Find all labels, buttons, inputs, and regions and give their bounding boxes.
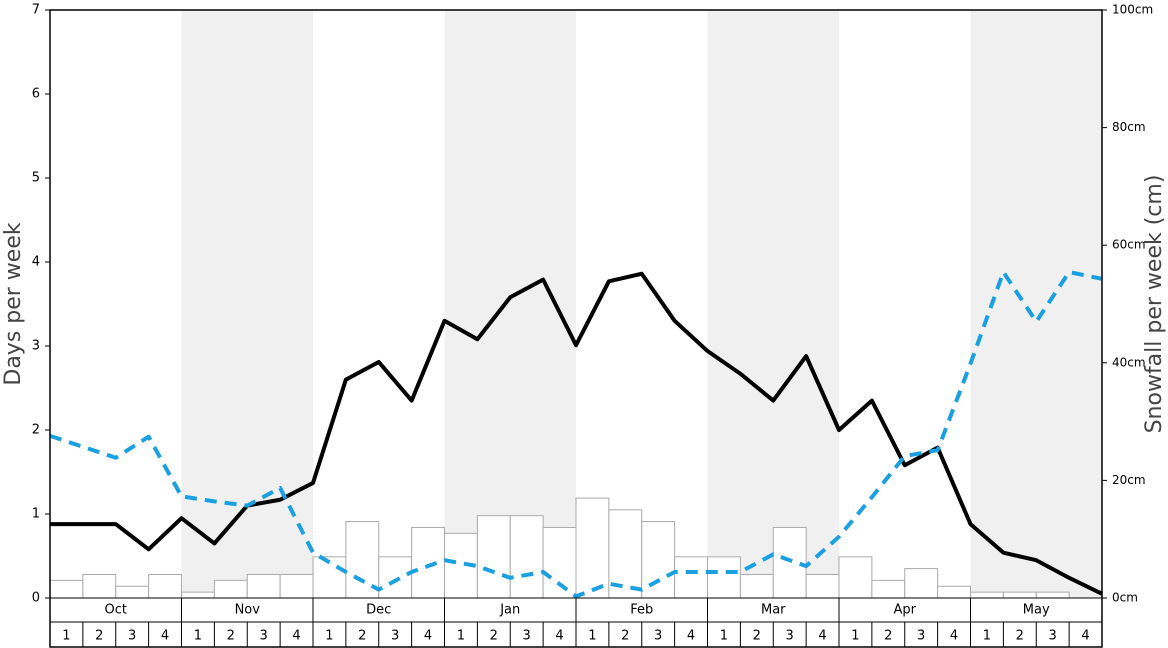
bar — [805, 573, 840, 599]
week-label: 2 — [490, 629, 498, 644]
week-label: 3 — [260, 629, 268, 644]
y2-tick-label: 0cm — [1112, 591, 1138, 605]
y2-tick-label: 60cm — [1112, 238, 1146, 252]
y-tick-label: 3 — [32, 339, 40, 354]
bar — [312, 556, 347, 599]
week-label: 1 — [62, 629, 70, 644]
bar — [970, 591, 1004, 599]
week-label: 4 — [687, 629, 695, 644]
week-label: 4 — [818, 629, 826, 644]
week-label: 2 — [1016, 629, 1024, 644]
bar — [411, 526, 445, 599]
bar — [509, 515, 544, 599]
y-tick-label: 0 — [32, 591, 40, 606]
week-label: 3 — [523, 629, 531, 644]
month-label: Mar — [761, 603, 786, 618]
week-label: 2 — [753, 629, 761, 644]
bar — [345, 521, 380, 599]
week-label: 1 — [588, 629, 596, 644]
bar — [937, 585, 971, 599]
bar — [246, 573, 281, 599]
bar — [707, 556, 741, 599]
y-tick-label: 6 — [32, 87, 40, 102]
line-series — [49, 270, 1103, 599]
week-label: 4 — [161, 629, 169, 644]
week-label: 2 — [95, 629, 103, 644]
month-label: Dec — [366, 603, 391, 618]
month-label: Oct — [105, 603, 127, 618]
bar — [378, 556, 413, 599]
y-tick-label: 4 — [32, 255, 40, 270]
week-label: 4 — [292, 629, 300, 644]
week-label: 1 — [194, 629, 202, 644]
y2-tick-label: 100cm — [1112, 3, 1153, 17]
bar — [871, 579, 906, 599]
bar — [279, 573, 314, 599]
bar — [575, 497, 610, 599]
y2-tick-label: 20cm — [1112, 473, 1146, 487]
month-band — [707, 10, 839, 598]
marks — [49, 270, 1103, 599]
line-series — [50, 271, 1103, 596]
bar — [1002, 591, 1037, 599]
week-label: 1 — [325, 629, 333, 644]
bar — [739, 573, 774, 599]
bar — [1035, 591, 1070, 599]
week-label: 2 — [358, 629, 366, 644]
y2-tick-label: 40cm — [1112, 355, 1146, 369]
week-label: 3 — [128, 629, 136, 644]
bar — [148, 573, 182, 599]
bar — [213, 579, 248, 599]
bar — [181, 591, 215, 599]
week-label: 4 — [555, 629, 563, 644]
y2-tick-label: 80cm — [1112, 120, 1146, 134]
week-label: 3 — [391, 629, 399, 644]
y-axis-title: Days per week — [1, 222, 26, 385]
month-band — [181, 10, 313, 598]
week-label: 1 — [720, 629, 728, 644]
bar — [115, 585, 150, 599]
month-label: Apr — [894, 603, 917, 618]
month-label: May — [1023, 603, 1050, 618]
bar — [476, 515, 511, 599]
y-tick-label: 7 — [32, 3, 40, 18]
week-label: 3 — [917, 629, 925, 644]
y-tick-label: 5 — [32, 171, 40, 186]
month-label: Nov — [235, 603, 261, 618]
week-label: 3 — [654, 629, 662, 644]
week-label: 4 — [950, 629, 958, 644]
week-label: 4 — [424, 629, 432, 644]
bar — [542, 526, 577, 599]
y-tick-label: 2 — [32, 423, 40, 438]
week-label: 3 — [1049, 629, 1057, 644]
week-label: 2 — [227, 629, 235, 644]
y2-axis-title: Snowfall per week (cm) — [1142, 175, 1167, 434]
week-label: 1 — [983, 629, 991, 644]
bar — [838, 556, 873, 599]
week-label: 2 — [884, 629, 892, 644]
week-label: 3 — [786, 629, 794, 644]
bar — [82, 573, 117, 599]
y-tick-label: 1 — [32, 507, 40, 522]
bar — [49, 579, 84, 599]
bar — [674, 556, 708, 599]
month-label: Feb — [630, 603, 653, 618]
week-label: 4 — [1081, 629, 1089, 644]
week-label: 1 — [851, 629, 859, 644]
week-label: 2 — [621, 629, 629, 644]
bar — [904, 568, 939, 599]
month-label: Jan — [499, 603, 520, 618]
week-label: 1 — [457, 629, 465, 644]
bar — [641, 521, 676, 599]
